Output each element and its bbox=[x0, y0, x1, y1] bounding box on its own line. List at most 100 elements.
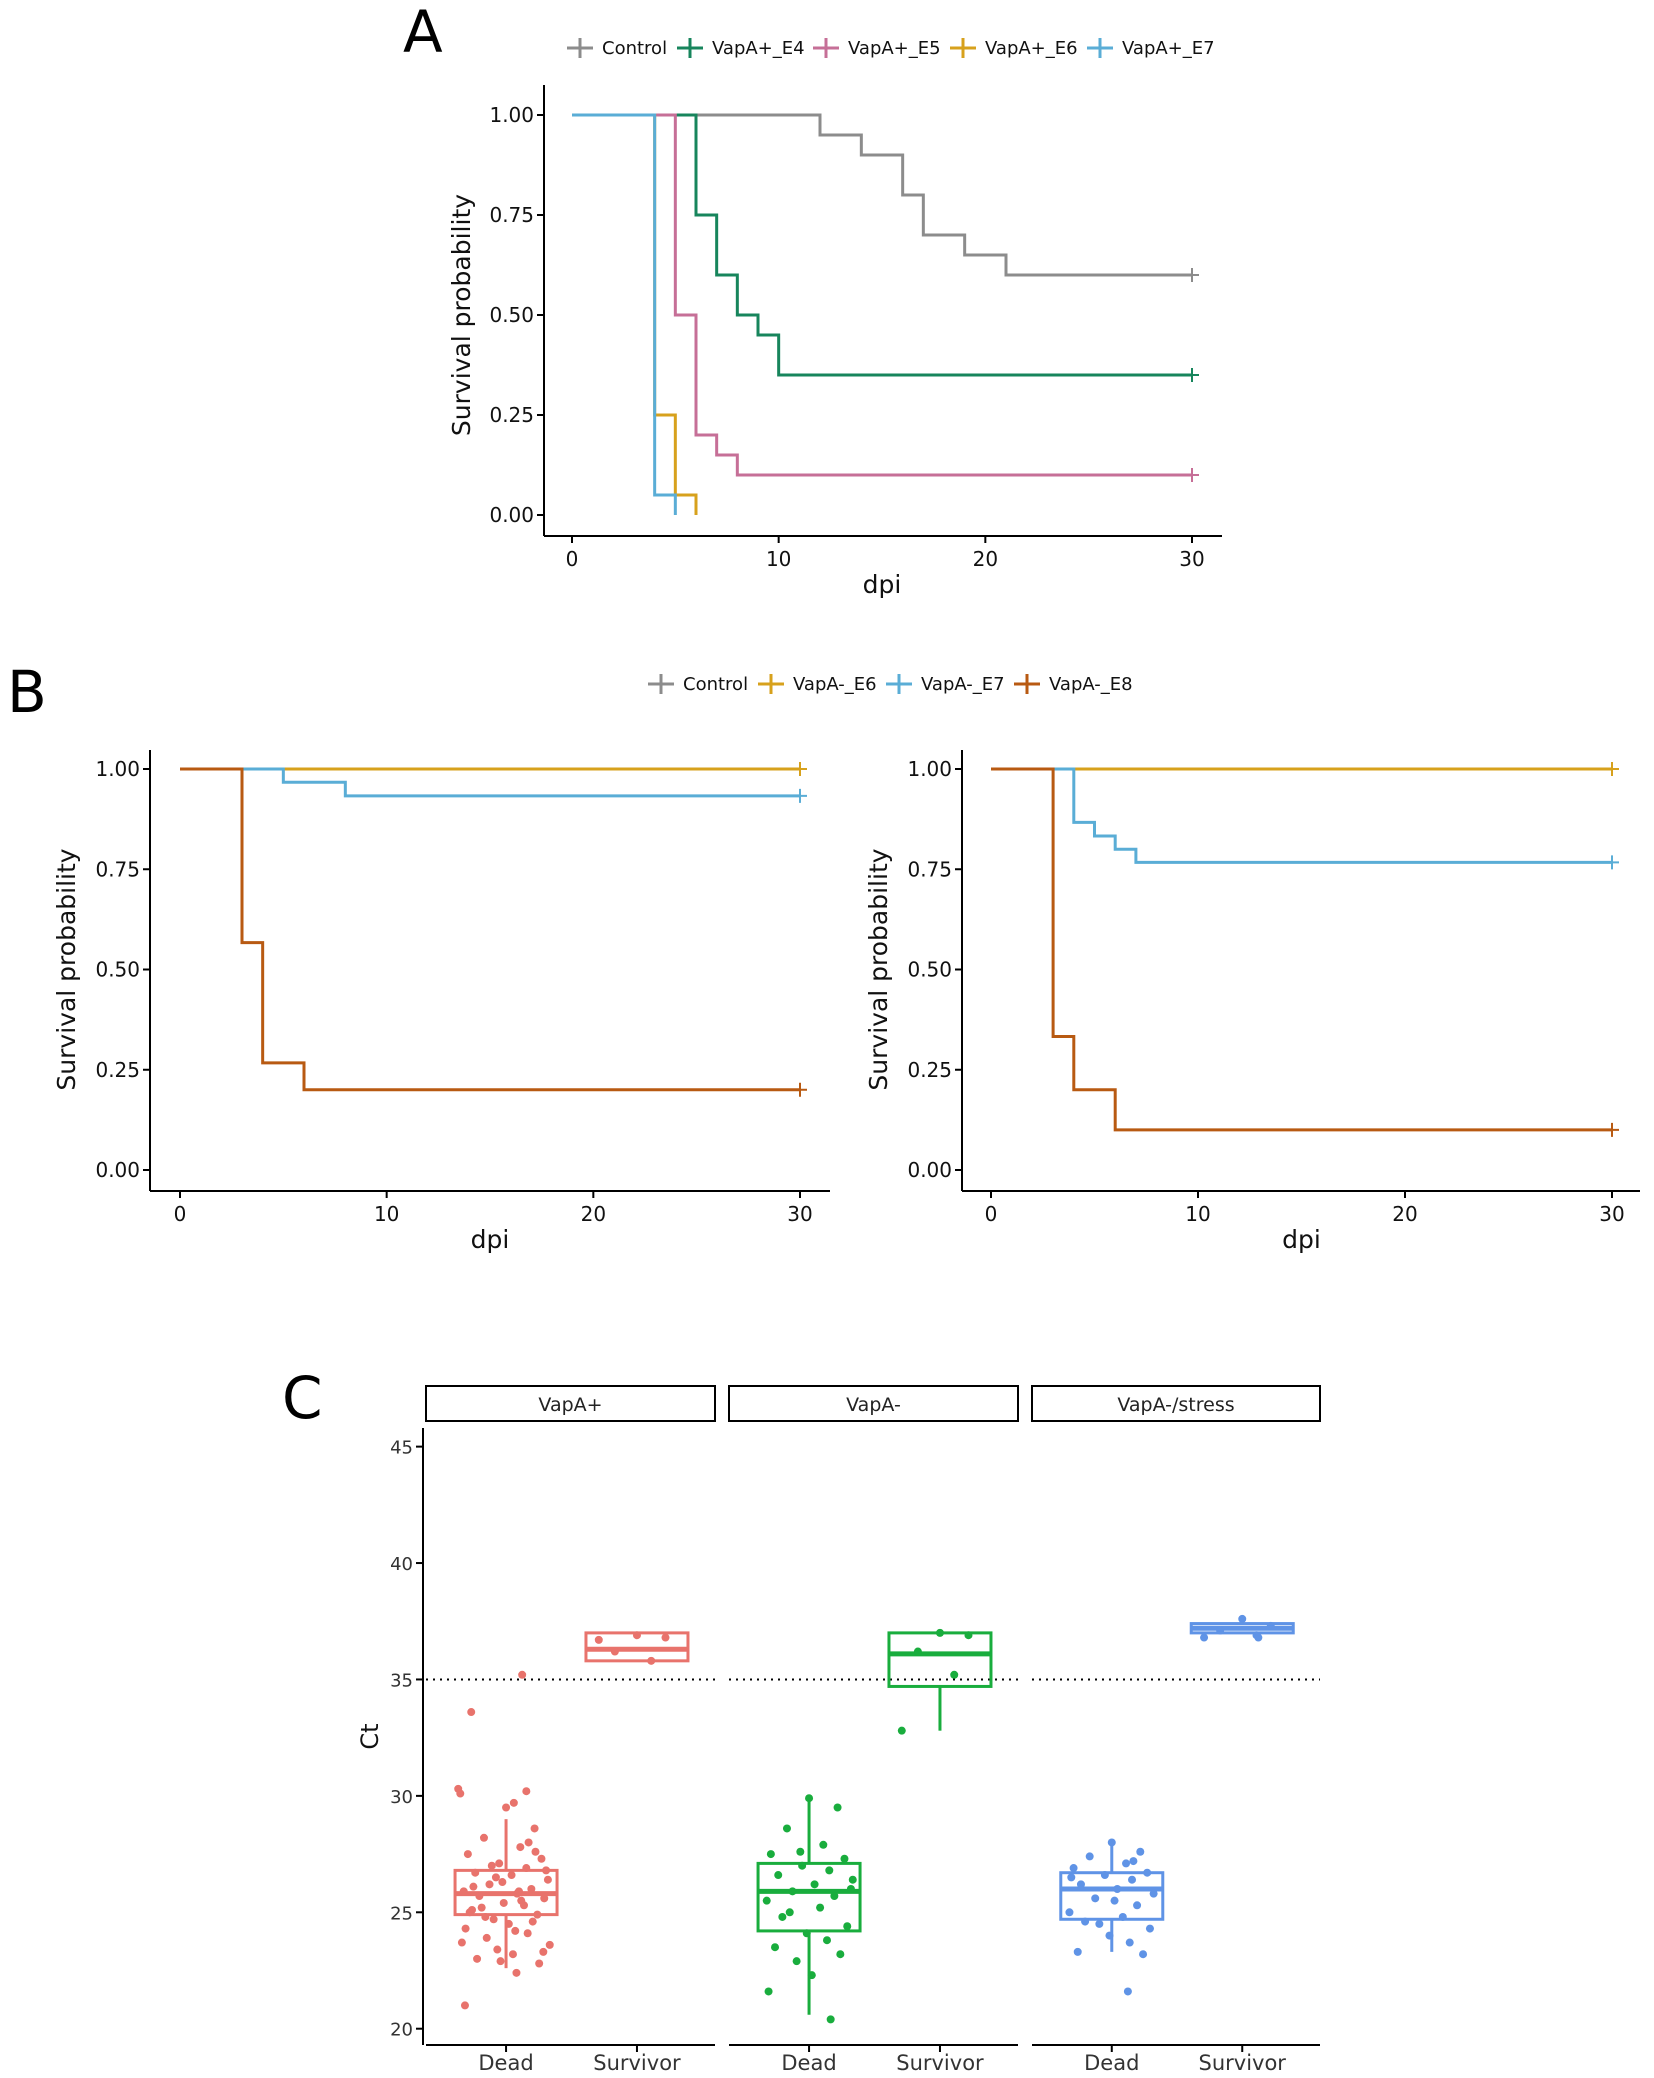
data-point-vapa-dead bbox=[836, 1950, 845, 1959]
b-left-y-axis-label: Survival probability bbox=[52, 848, 81, 1090]
data-point-vapa-pos-dead bbox=[543, 1875, 552, 1884]
b-right-series-vapa-e7 bbox=[991, 767, 1612, 864]
legend-label-vapa-pos-e5: VapA+_E5 bbox=[848, 38, 941, 59]
legend-item-vapa-pos-e4: VapA+_E4 bbox=[677, 38, 805, 59]
data-point-vapa-dead bbox=[778, 1912, 787, 1921]
c-y-axis-label: Ct bbox=[356, 1723, 384, 1749]
data-point-vapa-pos-survivor bbox=[647, 1656, 656, 1665]
data-point-vapa-dead bbox=[825, 1866, 834, 1875]
facet-strip-label-vapa: VapA- bbox=[846, 1394, 901, 1416]
data-point-vapa-dead bbox=[807, 1971, 816, 1980]
b-left-x-tick-label: 20 bbox=[581, 1202, 606, 1226]
panel-b: 0.00 0.25 0.50 0.75 1.00 0 10 20 30 dpi Survival p… bbox=[52, 674, 1640, 1254]
data-point-vapa-stress-dead bbox=[1129, 1857, 1138, 1866]
data-point-vapa-pos-dead bbox=[542, 1866, 551, 1875]
x-tick-label-vapa-stress-survivor: Survivor bbox=[1199, 2051, 1287, 2075]
data-point-vapa-pos-dead bbox=[459, 1887, 468, 1896]
c-y-tick-label: 20 bbox=[390, 2020, 413, 2041]
legend-item-control: Control bbox=[648, 674, 748, 695]
legend-item-vapa-e8: VapA-_E8 bbox=[1014, 674, 1133, 695]
data-point-vapa-dead bbox=[843, 1922, 852, 1931]
outlier-point-vapa-stress-survivor bbox=[1254, 1633, 1263, 1642]
legend-key-vapa-e7 bbox=[886, 674, 912, 694]
box-group-vapa-pos-dead: Dead bbox=[453, 1670, 559, 2075]
data-point-vapa-pos-dead bbox=[531, 1847, 540, 1856]
x-tick-label-vapa-dead: Dead bbox=[781, 2051, 836, 2075]
data-point-vapa-pos-dead bbox=[496, 1957, 505, 1966]
facet-strip-label-vapa-pos: VapA+ bbox=[538, 1394, 602, 1416]
b-right-censor-mark-vapa-e8 bbox=[1605, 1122, 1619, 1137]
facet-strip-vapa-pos bbox=[425, 1385, 716, 1422]
legend-label-vapa-e8: VapA-_E8 bbox=[1049, 674, 1133, 695]
facet-vapa: VapA- Dead Survivor bbox=[728, 1385, 1019, 2075]
data-point-vapa-pos-dead bbox=[508, 1950, 517, 1959]
x-tick-label-vapa-pos-dead: Dead bbox=[478, 2051, 533, 2075]
data-point-vapa-stress-dead bbox=[1076, 1880, 1085, 1889]
a-x-axis-label: dpi bbox=[863, 570, 902, 599]
panel-label-b: B bbox=[7, 658, 47, 726]
legend-key-vapa-pos-e6 bbox=[950, 38, 976, 58]
data-point-vapa-pos-dead bbox=[523, 1929, 532, 1938]
b-right-y-axis-label: Survival probability bbox=[864, 848, 893, 1090]
facet-strip-vapa bbox=[728, 1385, 1019, 1422]
box-group-vapa-pos-survivor: Survivor bbox=[584, 1631, 690, 2075]
data-point-vapa-dead bbox=[774, 1871, 783, 1880]
data-point-vapa-pos-dead bbox=[461, 1924, 470, 1933]
a-series-vapa-pos-e7 bbox=[572, 113, 677, 515]
box-group-vapa-survivor: Survivor bbox=[887, 1628, 993, 2075]
data-point-vapa-stress-dead bbox=[1110, 1896, 1119, 1905]
b-left-series-vapa-e8 bbox=[180, 767, 800, 1092]
b-left-y-tick-label: 0.25 bbox=[95, 1058, 140, 1082]
data-point-vapa-dead bbox=[782, 1824, 791, 1833]
panel-a: 0.00 0.25 0.50 0.75 1.00 0 10 20 30 dpi Survival p… bbox=[447, 38, 1222, 599]
b-left-x-tick-label: 0 bbox=[174, 1202, 187, 1226]
data-point-vapa-pos-dead bbox=[530, 1824, 539, 1833]
data-point-vapa-pos-dead bbox=[537, 1854, 546, 1863]
a-x-tick-label: 10 bbox=[766, 547, 791, 571]
data-point-vapa-pos-dead bbox=[517, 1896, 526, 1905]
data-point-vapa-stress-survivor bbox=[1266, 1621, 1275, 1630]
data-point-vapa-dead bbox=[840, 1854, 849, 1863]
data-point-vapa-pos-survivor bbox=[632, 1631, 641, 1640]
data-point-vapa-pos-dead bbox=[511, 1926, 520, 1935]
data-point-vapa-stress-dead bbox=[1095, 1919, 1104, 1928]
data-point-vapa-stress-dead bbox=[1073, 1947, 1082, 1956]
data-point-vapa-stress-dead bbox=[1067, 1873, 1076, 1882]
data-point-vapa-stress-survivor bbox=[1216, 1626, 1225, 1635]
data-point-vapa-survivor bbox=[964, 1631, 973, 1640]
legend-label-vapa-pos-e6: VapA+_E6 bbox=[985, 38, 1078, 59]
data-point-vapa-stress-dead bbox=[1118, 1912, 1127, 1921]
a-series-vapa-pos-e4 bbox=[572, 113, 1192, 377]
data-point-vapa-pos-dead bbox=[469, 1882, 478, 1891]
data-point-vapa-stress-dead bbox=[1085, 1852, 1094, 1861]
b-right-censor-mark-vapa-e6 bbox=[1605, 762, 1619, 776]
data-point-vapa-pos-dead bbox=[524, 1838, 533, 1847]
data-point-vapa-dead bbox=[762, 1896, 771, 1905]
data-point-vapa-stress-dead bbox=[1122, 1859, 1131, 1868]
outlier-point-vapa-pos-dead bbox=[467, 1708, 476, 1717]
data-point-vapa-pos-survivor bbox=[594, 1635, 603, 1644]
data-point-vapa-dead bbox=[788, 1887, 797, 1896]
a-x-tick-label: 0 bbox=[566, 547, 579, 571]
c-y-tick-label: 35 bbox=[390, 1670, 413, 1691]
outlier-point-vapa-pos-dead bbox=[522, 1787, 531, 1796]
legend-key-vapa-pos-e7 bbox=[1087, 38, 1113, 58]
data-point-vapa-pos-dead bbox=[539, 1947, 548, 1956]
c-y-tick-label: 30 bbox=[390, 1787, 413, 1808]
data-point-vapa-dead bbox=[796, 1847, 805, 1856]
legend-label-vapa-e7: VapA-_E7 bbox=[921, 674, 1005, 695]
box-group-vapa-dead: Dead bbox=[756, 1794, 862, 2075]
data-point-vapa-pos-dead bbox=[507, 1871, 516, 1880]
b-left-y-tick-label: 0.00 bbox=[95, 1158, 140, 1182]
b-right-y-tick-label: 0.75 bbox=[907, 857, 952, 881]
data-point-vapa-pos-dead bbox=[514, 1887, 523, 1896]
data-point-vapa-pos-dead bbox=[457, 1938, 466, 1947]
outlier-point-vapa-pos-dead bbox=[518, 1670, 527, 1679]
b-right-series-vapa-e8 bbox=[991, 767, 1612, 1132]
data-point-vapa-pos-dead bbox=[516, 1843, 525, 1852]
b-right-y-tick-label: 1.00 bbox=[907, 757, 952, 781]
data-point-vapa-dead bbox=[833, 1803, 842, 1812]
legend-label-control: Control bbox=[683, 674, 748, 695]
b-right-y-tick-label: 0.00 bbox=[907, 1158, 952, 1182]
c-y-tick-label: 45 bbox=[390, 1438, 413, 1459]
